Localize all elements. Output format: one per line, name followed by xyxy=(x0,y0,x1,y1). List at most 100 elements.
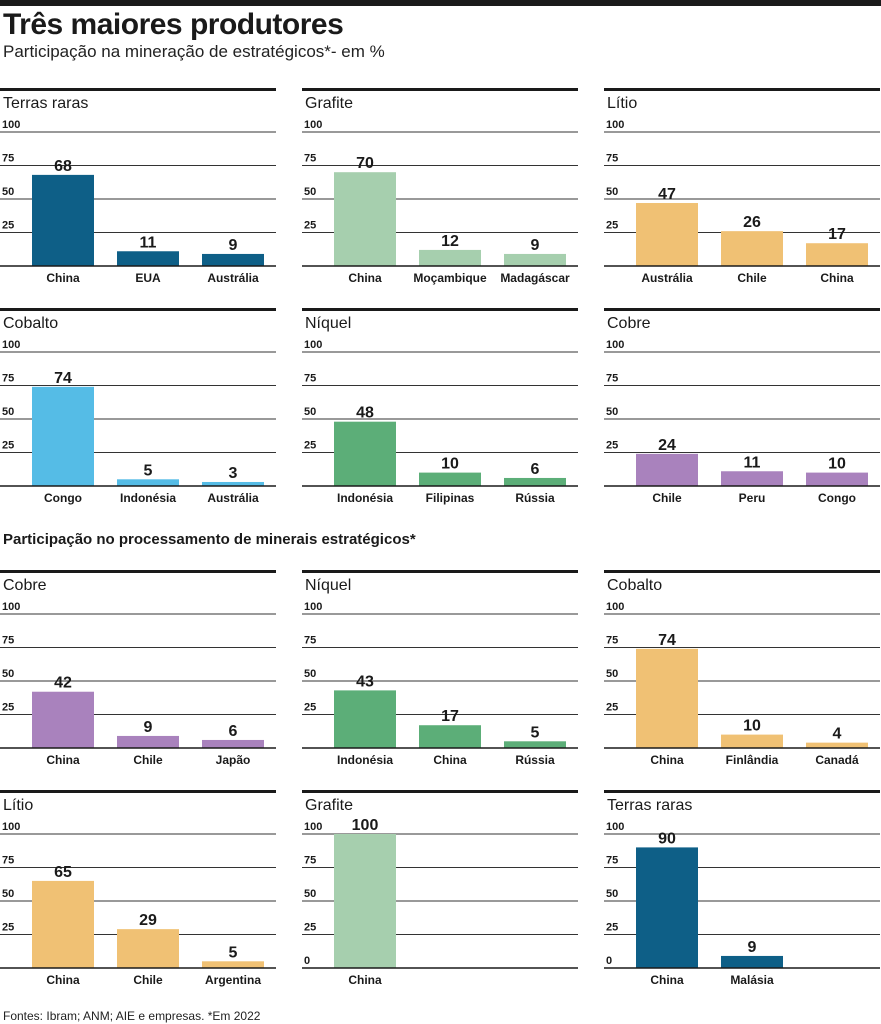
bar xyxy=(32,691,94,748)
y-tick-label: 75 xyxy=(2,153,14,165)
y-tick-label: 25 xyxy=(606,922,618,934)
bar-value-label: 26 xyxy=(743,214,761,231)
y-tick-label: 25 xyxy=(2,702,14,714)
y-tick-label: 75 xyxy=(606,635,618,647)
footer-sources: Fontes: Ibram; ANM; AIE e empresas. *Em … xyxy=(3,1009,261,1023)
bar-value-label: 3 xyxy=(229,465,238,482)
category-label: Austrália xyxy=(207,271,259,285)
panel-top-rule xyxy=(604,308,880,311)
y-tick-label: 100 xyxy=(606,601,624,613)
y-tick-label: 50 xyxy=(2,186,14,198)
category-label: EUA xyxy=(135,271,161,285)
bar xyxy=(419,249,481,266)
y-tick-label: 50 xyxy=(2,888,14,900)
bar-value-label: 10 xyxy=(441,456,459,473)
bar-value-label: 11 xyxy=(744,454,761,471)
chart-panel-12: Terras raras 0 25 50 75 100 90 China 9 Malásia xyxy=(604,790,880,987)
bar-value-label: 6 xyxy=(531,461,540,478)
bar xyxy=(117,735,179,748)
category-label: Rússia xyxy=(515,491,555,505)
y-tick-label: 50 xyxy=(606,186,618,198)
bar-value-label: 29 xyxy=(139,912,157,929)
y-tick-label: 75 xyxy=(606,855,618,867)
y-tick-label: 25 xyxy=(304,922,316,934)
y-tick-label: 50 xyxy=(606,668,618,680)
y-tick-label: 50 xyxy=(304,186,316,198)
y-tick-label: 0 xyxy=(606,955,612,967)
y-tick-label: 50 xyxy=(304,888,316,900)
category-label: Argentina xyxy=(205,973,261,987)
y-tick-label: 25 xyxy=(2,440,14,452)
y-tick-label: 25 xyxy=(606,220,618,232)
category-label: China xyxy=(650,973,684,987)
y-tick-label: 50 xyxy=(304,668,316,680)
bar xyxy=(419,472,481,486)
chart-panel-6: Cobre 25 50 75 100 24 Chile 11 Peru 10 Congo xyxy=(604,308,880,505)
chart-panel-4: Cobalto 25 50 75 100 74 Congo 5 Indonésia 3 Austrá… xyxy=(0,308,276,505)
panel-top-rule xyxy=(0,88,276,91)
bar-value-label: 5 xyxy=(144,462,153,479)
bar-value-label: 43 xyxy=(356,673,374,690)
category-label: Indonésia xyxy=(337,491,393,505)
bar-value-label: 5 xyxy=(229,944,238,961)
y-tick-label: 25 xyxy=(2,220,14,232)
panel-top-rule xyxy=(302,790,578,793)
bar-value-label: 74 xyxy=(658,632,676,649)
bar xyxy=(202,253,264,266)
y-tick-label: 75 xyxy=(304,635,316,647)
bar xyxy=(636,847,698,968)
bar xyxy=(721,955,783,968)
y-tick-label: 100 xyxy=(2,601,20,613)
bar-value-label: 47 xyxy=(658,186,676,203)
bar-value-label: 42 xyxy=(54,675,72,692)
category-label: Congo xyxy=(44,491,82,505)
bar xyxy=(117,479,179,486)
bar xyxy=(32,174,94,266)
chart-title: Lítio xyxy=(607,95,637,112)
bar xyxy=(636,648,698,748)
bar-value-label: 65 xyxy=(54,864,72,881)
bar-value-label: 9 xyxy=(531,237,540,254)
panel-top-rule xyxy=(302,308,578,311)
category-label: China xyxy=(433,753,467,767)
bar xyxy=(419,725,481,748)
bar-value-label: 12 xyxy=(441,233,459,250)
y-tick-label: 100 xyxy=(304,601,322,613)
panel-top-rule xyxy=(0,790,276,793)
bar-value-label: 10 xyxy=(743,718,761,735)
chart-title: Terras raras xyxy=(3,95,88,112)
bar xyxy=(504,477,566,486)
bar xyxy=(636,203,698,266)
category-label: China xyxy=(650,753,684,767)
bar-value-label: 6 xyxy=(229,723,238,740)
bar-value-label: 9 xyxy=(748,939,757,956)
y-tick-label: 25 xyxy=(2,922,14,934)
category-label: Chile xyxy=(737,271,767,285)
chart-title: Grafite xyxy=(305,95,353,112)
bar xyxy=(202,739,264,748)
y-tick-label: 100 xyxy=(606,119,624,131)
bar xyxy=(806,243,868,266)
category-label: Japão xyxy=(216,753,251,767)
panel-top-rule xyxy=(604,570,880,573)
bar-value-label: 11 xyxy=(140,234,157,251)
chart-title: Níquel xyxy=(305,315,351,332)
chart-panel-5: Níquel 25 50 75 100 48 Indonésia 10 Filipinas 6 Rú… xyxy=(302,308,578,505)
category-label: Austrália xyxy=(207,491,259,505)
bar xyxy=(504,253,566,266)
bar-value-label: 48 xyxy=(356,405,374,422)
bar xyxy=(806,742,868,748)
bar-value-label: 9 xyxy=(144,719,153,736)
chart-panel-3: Lítio 25 50 75 100 47 Austrália 26 Chile 17 China xyxy=(604,88,880,285)
bar-value-label: 10 xyxy=(828,456,846,473)
y-tick-label: 75 xyxy=(606,153,618,165)
y-tick-label: 50 xyxy=(304,406,316,418)
bar-value-label: 4 xyxy=(833,726,842,743)
panel-top-rule xyxy=(0,570,276,573)
category-label: China xyxy=(348,271,382,285)
y-tick-label: 100 xyxy=(2,119,20,131)
bar xyxy=(202,961,264,968)
y-tick-label: 100 xyxy=(606,821,624,833)
category-label: Chile xyxy=(133,753,163,767)
panel-top-rule xyxy=(604,88,880,91)
